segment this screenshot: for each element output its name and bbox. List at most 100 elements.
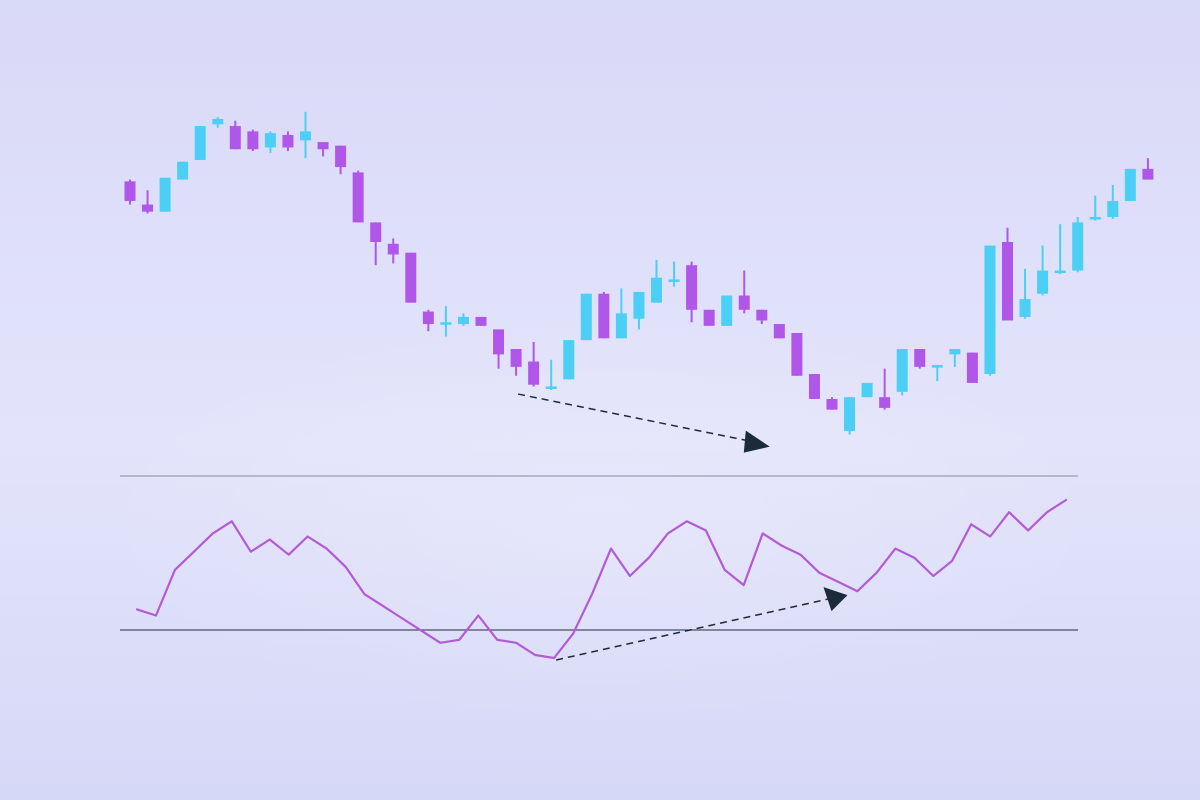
candle [703, 309, 715, 326]
candle-body [405, 252, 417, 303]
candle [686, 261, 698, 323]
candle [229, 120, 241, 150]
candle [475, 316, 487, 326]
candle [387, 238, 399, 264]
candle-body [615, 313, 627, 339]
candle-body [914, 349, 926, 367]
candle-body [282, 134, 294, 148]
candle [1037, 245, 1049, 296]
candle-body [1142, 168, 1154, 180]
candle [510, 349, 522, 376]
candle-body [493, 329, 505, 355]
candle-body [580, 293, 592, 341]
candle-body [966, 352, 978, 383]
candle-body [387, 243, 399, 255]
candle [1002, 227, 1013, 321]
candle [563, 340, 575, 380]
candle-body [633, 291, 645, 319]
candle [861, 382, 873, 398]
candle [352, 170, 364, 223]
candle [738, 270, 750, 314]
candle [1072, 217, 1084, 273]
candle [984, 245, 996, 376]
candle [721, 295, 733, 326]
indicator-panel [120, 475, 1078, 661]
candle-body [475, 316, 487, 326]
candle-body [142, 204, 154, 212]
candle-body [545, 386, 557, 389]
candle [528, 341, 540, 387]
candle [651, 259, 662, 303]
candle [598, 291, 610, 339]
candle [300, 111, 311, 159]
candle-body [738, 295, 750, 310]
candle-body [861, 382, 873, 398]
candle-body [896, 349, 908, 392]
candle [194, 126, 206, 160]
candle [440, 306, 452, 337]
candle-body [1037, 270, 1049, 294]
candle [1142, 158, 1154, 180]
candle [335, 145, 347, 175]
candle-body [1054, 270, 1066, 274]
candle [914, 349, 926, 369]
candle-body [1089, 217, 1101, 220]
candle [124, 179, 136, 205]
candle [931, 365, 943, 382]
candle-body [440, 322, 452, 325]
candle-body [668, 279, 680, 282]
candle-body [563, 340, 575, 380]
candle-body [879, 397, 891, 408]
candle [808, 374, 820, 399]
candle-body [247, 131, 259, 150]
candle [247, 129, 259, 152]
candle [370, 222, 382, 266]
candle-body [686, 265, 698, 310]
candle [457, 313, 469, 326]
candle [668, 261, 680, 287]
candle-body [300, 131, 311, 141]
candle [773, 324, 785, 339]
candle-body [1107, 200, 1119, 218]
candle [826, 397, 838, 410]
price-divergence-arrowhead [743, 430, 770, 453]
candle [966, 352, 978, 383]
candle-body [1019, 299, 1031, 317]
price-panel [124, 111, 1154, 453]
candle-body [1124, 168, 1136, 201]
candle-body [756, 309, 768, 321]
candle [317, 142, 329, 157]
candle-body [159, 177, 171, 212]
candle [949, 349, 961, 367]
candle [142, 190, 154, 214]
indicator-divergence-line [555, 598, 828, 661]
candle [282, 131, 294, 152]
candle-body [229, 126, 241, 150]
indicator-line [135, 498, 1068, 660]
candle [159, 177, 171, 212]
candle-body [124, 181, 136, 201]
candle-body [721, 295, 733, 326]
candle [791, 332, 803, 376]
candle [580, 293, 592, 341]
candle [896, 349, 908, 396]
candle-body [264, 133, 276, 148]
price-divergence-line [517, 393, 748, 442]
candle-body [194, 126, 206, 160]
candle-body [651, 277, 662, 303]
candle-body [370, 222, 382, 242]
candle-body [510, 349, 522, 367]
candle-body [773, 324, 785, 339]
candle [405, 252, 417, 303]
candle [615, 288, 627, 339]
candle [844, 397, 856, 435]
candle-body [422, 311, 434, 325]
candle [177, 161, 189, 180]
candle-body [808, 374, 820, 399]
candle [493, 329, 505, 369]
background-glow [80, 310, 1120, 730]
candle [545, 359, 557, 391]
candle [1019, 268, 1031, 319]
candle [212, 117, 224, 128]
candle-body [826, 398, 838, 410]
